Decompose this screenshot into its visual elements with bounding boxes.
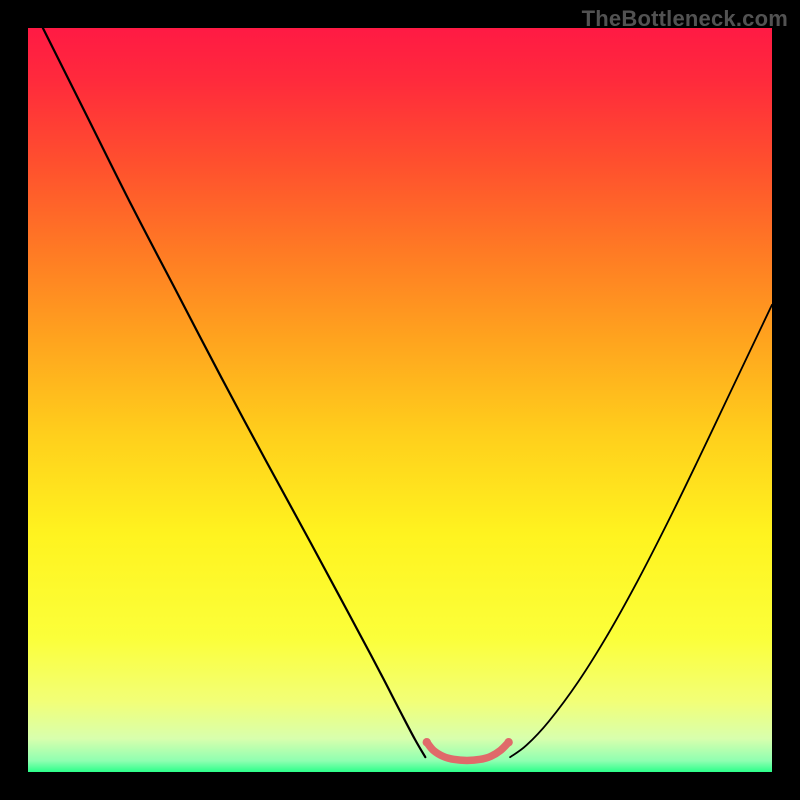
chart-stage: TheBottleneck.com — [0, 0, 800, 800]
trough-dot-left — [423, 738, 431, 746]
chart-svg — [0, 0, 800, 800]
trough-dot-right — [504, 738, 512, 746]
watermark-text: TheBottleneck.com — [582, 6, 788, 32]
plot-background — [28, 28, 772, 772]
